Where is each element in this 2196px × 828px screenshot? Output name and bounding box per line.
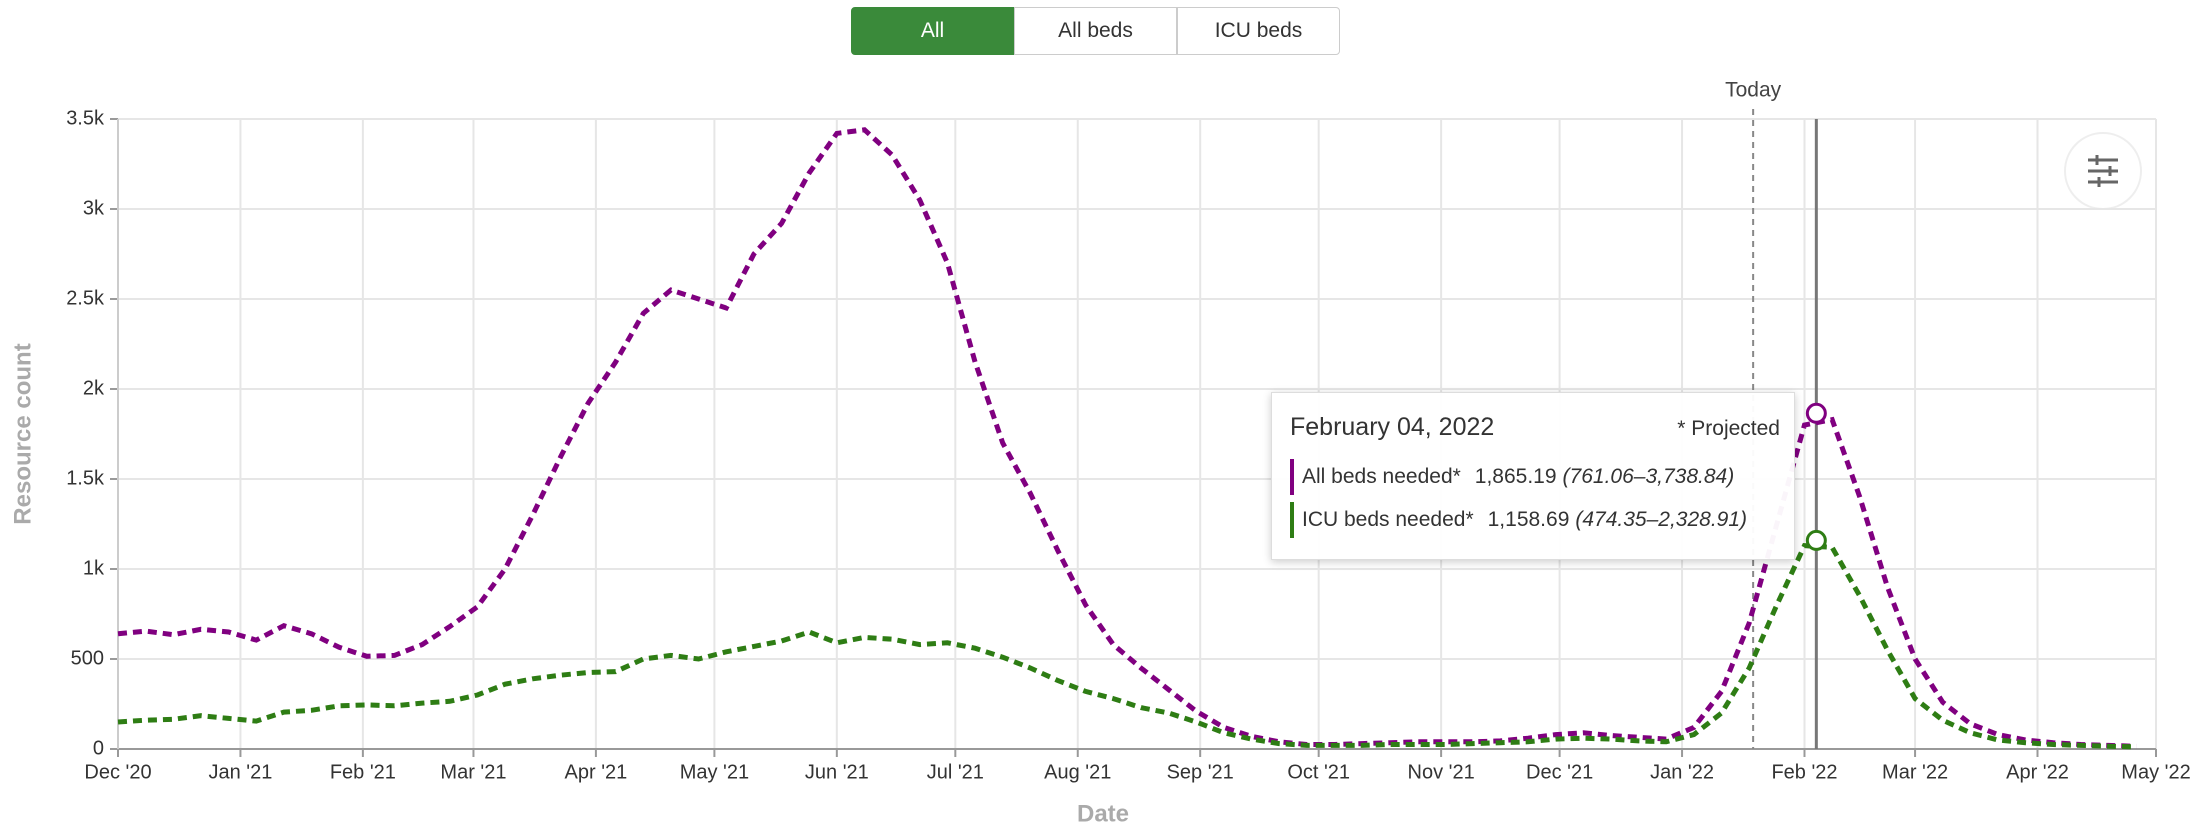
settings-icon[interactable] [2088, 155, 2118, 187]
y-tick-label: 2k [83, 377, 105, 399]
x-tick-label: Sep '21 [1167, 761, 1234, 783]
today-label: Today [1725, 79, 1782, 102]
x-tick-label: Apr '22 [2006, 761, 2069, 783]
tooltip-series-name: ICU beds needed* [1302, 508, 1474, 531]
tab-button[interactable]: ICU beds [1177, 7, 1340, 55]
highlight-point [1805, 402, 1827, 424]
tooltip-series-name: All beds needed* [1302, 465, 1461, 488]
tooltip-range: (474.35–2,328.91) [1575, 508, 1748, 531]
tooltip-value: 1,865.19 [1474, 465, 1557, 488]
x-tick-label: Feb '21 [330, 761, 396, 783]
tooltip-value: 1,158.69 [1487, 508, 1570, 531]
tooltip-note: * Projected [1677, 417, 1780, 440]
y-tick-label: 1.5k [66, 467, 105, 489]
tab-button[interactable]: All beds [1014, 7, 1177, 55]
x-tick-label: Oct '21 [1287, 761, 1350, 783]
highlight-point [1805, 529, 1827, 551]
tooltip: February 04, 2022 * Projected All beds n… [1271, 392, 1795, 560]
x-tick-label: Mar '22 [1882, 761, 1948, 783]
x-tick-label: Nov '21 [1408, 761, 1475, 783]
x-tick-label: Apr '21 [565, 761, 628, 783]
x-tick-label: Dec '20 [84, 761, 151, 783]
y-tick-label: 1k [83, 557, 105, 579]
x-tick-label: Aug '21 [1044, 761, 1111, 783]
y-tick-label: 2.5k [66, 287, 105, 309]
x-tick-label: Jan '22 [1650, 761, 1714, 783]
x-tick-label: Dec '21 [1526, 761, 1593, 783]
x-tick-label: May '21 [680, 761, 749, 783]
y-tick-label: 0 [93, 737, 104, 759]
tooltip-row: ICU beds needed* 1,158.69 (474.35–2,328.91… [1290, 502, 1747, 538]
x-tick-label: Jul '21 [927, 761, 984, 783]
y-tick-label: 500 [71, 647, 104, 669]
series-line [117, 542, 2137, 750]
settings-button[interactable] [2064, 132, 2142, 210]
tooltip-date: February 04, 2022 [1290, 413, 1495, 441]
x-tick-label: Jan '21 [209, 761, 273, 783]
tooltip-row: All beds needed* 1,865.19 (761.06–3,738.84… [1290, 459, 1734, 495]
x-axis-label: Date [1077, 800, 1129, 827]
x-tick-label: Mar '21 [440, 761, 506, 783]
series-line [117, 127, 2137, 749]
y-tick-label: 3k [83, 197, 105, 219]
x-tick-label: Jun '21 [805, 761, 869, 783]
tab-button[interactable]: All [851, 7, 1014, 55]
x-tick-label: Feb '22 [1771, 761, 1837, 783]
x-tick-label: May '22 [2121, 761, 2190, 783]
y-axis-label: Resource count [9, 343, 36, 524]
tooltip-range: (761.06–3,738.84) [1562, 465, 1735, 488]
y-tick-label: 3.5k [66, 107, 105, 129]
